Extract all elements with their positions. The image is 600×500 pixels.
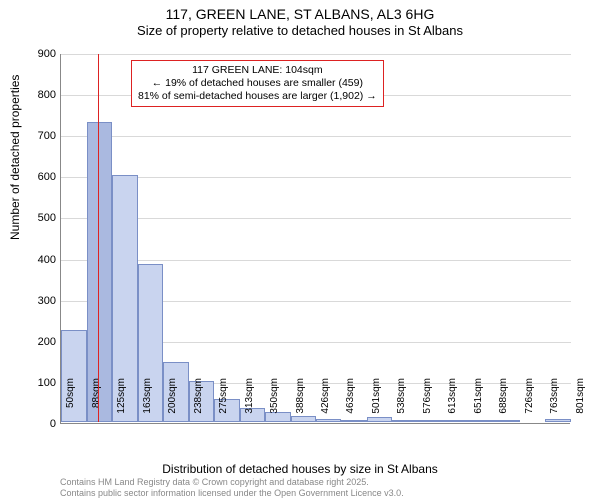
footer-line1: Contains HM Land Registry data © Crown c… bbox=[60, 477, 404, 487]
histogram-bar bbox=[87, 122, 112, 422]
x-tick: 463sqm bbox=[345, 378, 356, 428]
info-box: 117 GREEN LANE: 104sqm← 19% of detached … bbox=[131, 60, 384, 107]
x-axis-label: Distribution of detached houses by size … bbox=[0, 462, 600, 476]
x-tick: 313sqm bbox=[244, 378, 255, 428]
x-tick: 613sqm bbox=[447, 378, 458, 428]
x-tick: 200sqm bbox=[167, 378, 178, 428]
footer-line2: Contains public sector information licen… bbox=[60, 488, 404, 498]
y-tick: 800 bbox=[16, 89, 56, 101]
x-tick: 163sqm bbox=[142, 378, 153, 428]
x-tick: 538sqm bbox=[396, 378, 407, 428]
x-tick: 688sqm bbox=[498, 378, 509, 428]
y-tick: 700 bbox=[16, 130, 56, 142]
y-tick: 0 bbox=[16, 418, 56, 430]
x-tick: 426sqm bbox=[320, 378, 331, 428]
y-tick: 100 bbox=[16, 377, 56, 389]
gridline bbox=[61, 54, 571, 55]
info-line: ← 19% of detached houses are smaller (45… bbox=[138, 77, 377, 90]
x-tick: 501sqm bbox=[371, 378, 382, 428]
plot: 010020030040050060070080090050sqm88sqm12… bbox=[60, 54, 570, 424]
title-sub: Size of property relative to detached ho… bbox=[0, 22, 600, 38]
x-tick: 576sqm bbox=[422, 378, 433, 428]
x-tick: 350sqm bbox=[269, 378, 280, 428]
x-tick: 726sqm bbox=[524, 378, 535, 428]
y-tick: 400 bbox=[16, 254, 56, 266]
x-tick: 275sqm bbox=[218, 378, 229, 428]
marker-line bbox=[98, 54, 99, 422]
x-tick: 125sqm bbox=[116, 378, 127, 428]
y-tick: 900 bbox=[16, 48, 56, 60]
y-tick: 300 bbox=[16, 295, 56, 307]
y-tick: 200 bbox=[16, 336, 56, 348]
x-tick: 50sqm bbox=[65, 378, 76, 428]
x-tick: 88sqm bbox=[91, 378, 102, 428]
x-tick: 238sqm bbox=[193, 378, 204, 428]
y-tick: 500 bbox=[16, 212, 56, 224]
x-tick: 763sqm bbox=[549, 378, 560, 428]
title-main: 117, GREEN LANE, ST ALBANS, AL3 6HG bbox=[0, 0, 600, 22]
gridline bbox=[61, 136, 571, 137]
y-tick: 600 bbox=[16, 171, 56, 183]
x-tick: 388sqm bbox=[295, 378, 306, 428]
info-line: 117 GREEN LANE: 104sqm bbox=[138, 64, 377, 77]
chart-area: 010020030040050060070080090050sqm88sqm12… bbox=[60, 54, 570, 424]
x-tick: 801sqm bbox=[575, 378, 586, 428]
footer: Contains HM Land Registry data © Crown c… bbox=[60, 477, 404, 498]
x-tick: 651sqm bbox=[473, 378, 484, 428]
info-line: 81% of semi-detached houses are larger (… bbox=[138, 90, 377, 103]
